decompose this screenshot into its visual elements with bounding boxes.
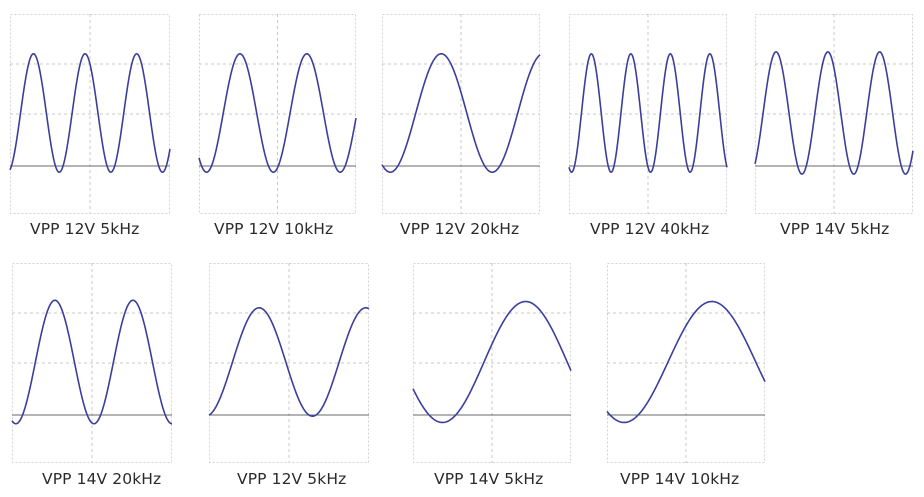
- scope-panel-4: [568, 14, 728, 214]
- waveform-plot: [198, 14, 357, 214]
- waveform-plot: [754, 14, 914, 214]
- waveform-plot: [381, 14, 541, 214]
- waveform-trace: [11, 299, 173, 425]
- waveform-trace: [412, 300, 572, 424]
- scope-panel-3: [381, 14, 541, 214]
- waveform-plot: [412, 263, 572, 463]
- caption-6: VPP 14V 20kHz: [42, 470, 162, 488]
- waveform-plot: [9, 14, 171, 214]
- caption-1: VPP 12V 5kHz: [30, 220, 140, 238]
- waveform-trace: [198, 52, 357, 174]
- scope-panel-7: [208, 263, 370, 463]
- caption-9: VPP 14V 10kHz: [620, 470, 740, 488]
- waveform-plot: [11, 263, 173, 463]
- caption-7: VPP 12V 5kHz: [237, 470, 347, 488]
- scope-panel-1: [9, 14, 171, 214]
- waveform-trace: [606, 300, 766, 424]
- caption-3: VPP 12V 20kHz: [400, 220, 520, 238]
- waveform-plot: [606, 263, 766, 463]
- scope-panel-6: [11, 263, 173, 463]
- waveform-trace: [208, 307, 370, 417]
- caption-4: VPP 12V 40kHz: [590, 220, 710, 238]
- scope-panel-9: [606, 263, 766, 463]
- waveform-trace: [9, 52, 171, 174]
- scope-panel-5: [754, 14, 914, 214]
- caption-2: VPP 12V 10kHz: [214, 220, 334, 238]
- waveform-plot: [568, 14, 728, 214]
- caption-5: VPP 14V 5kHz: [780, 220, 890, 238]
- waveform-trace: [568, 52, 728, 174]
- waveform-trace: [381, 52, 541, 174]
- waveform-trace: [754, 51, 914, 175]
- scope-panel-8: [412, 263, 572, 463]
- caption-8: VPP 14V 5kHz: [434, 470, 544, 488]
- scope-panel-2: [198, 14, 357, 214]
- waveform-plot: [208, 263, 370, 463]
